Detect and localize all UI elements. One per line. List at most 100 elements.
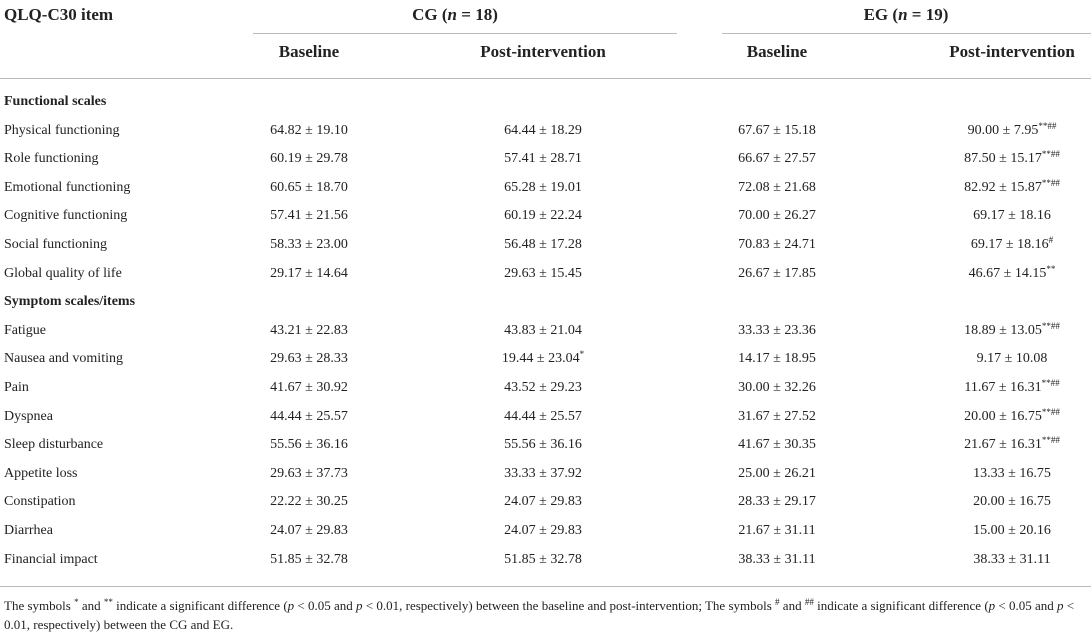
significance-mark: **## xyxy=(1041,378,1060,388)
significance-mark: # xyxy=(1048,235,1054,245)
cell-value: 55.56 ± 36.16 xyxy=(270,437,348,453)
item-label: Constipation xyxy=(4,494,76,510)
cell-value: 56.48 ± 17.28 xyxy=(504,237,582,252)
cg-base-cell: 41.67 ± 30.92 xyxy=(270,380,348,396)
cg-post-cell: 57.41 ± 28.71 xyxy=(504,151,582,167)
cg-post-cell: 43.83 ± 21.04 xyxy=(504,323,582,339)
group-header-row: QLQ-C30 item CG (n = 18) EG (n = 19) xyxy=(0,0,1091,34)
eg-base-cell: 67.67 ± 15.18 xyxy=(738,123,816,139)
cell-value: 30.00 ± 32.26 xyxy=(738,380,816,395)
eg-post-cell: 38.33 ± 31.11 xyxy=(973,552,1050,568)
significance-mark: **## xyxy=(1041,149,1060,160)
fn-text: < 0.05 and xyxy=(294,598,357,613)
eg-post-cell: 90.00 ± 7.95**## xyxy=(968,121,1057,139)
cg-post-cell: 55.56 ± 36.16 xyxy=(504,437,582,453)
cell-value: 51.85 ± 32.78 xyxy=(504,551,582,567)
bottom-rule xyxy=(0,586,1091,587)
cg-post-cell: 60.19 ± 22.24 xyxy=(504,208,582,224)
cell-value: 60.19 ± 22.24 xyxy=(504,208,582,224)
cell-value: 11.67 ± 16.31 xyxy=(964,380,1042,395)
cell-value: 33.33 ± 37.92 xyxy=(504,465,582,481)
significance-mark: **## xyxy=(1041,435,1060,446)
significance-mark: * xyxy=(579,349,585,360)
eg-base-cell: 30.00 ± 32.26 xyxy=(738,380,816,396)
cell-value: 9.17 ± 10.08 xyxy=(976,351,1048,367)
fn-p: p xyxy=(287,598,295,613)
eg-group-rule xyxy=(722,33,1091,34)
eg-base-cell: 70.00 ± 26.27 xyxy=(738,208,816,224)
eg-post-cell: 15.00 ± 20.16 xyxy=(973,523,1051,539)
cell-value: 58.33 ± 23.00 xyxy=(270,237,348,252)
cell-value: 29.17 ± 14.64 xyxy=(270,265,348,281)
table-row: Nausea and vomiting 29.63 ± 28.33 19.44 ± … xyxy=(0,345,1091,373)
cell-value: 57.41 ± 28.71 xyxy=(504,151,582,167)
eg-post-cell: 9.17 ± 10.08 xyxy=(977,351,1048,367)
cg-post-cell: 29.63 ± 15.45 xyxy=(504,266,582,282)
eg-base-cell: 31.67 ± 27.52 xyxy=(738,409,816,425)
fn-text: The symbols xyxy=(4,598,75,613)
significance-mark: ** xyxy=(1046,263,1056,274)
fn-text: and xyxy=(779,598,805,613)
table-row: Sleep disturbance 55.56 ± 36.16 55.56 ± 36… xyxy=(0,431,1091,459)
cell-value: 41.67 ± 30.35 xyxy=(738,437,816,453)
section-heading: Functional scales xyxy=(0,88,1091,116)
cell-value: 21.67 ± 16.31 xyxy=(964,437,1042,453)
eg-post-cell: 20.00 ± 16.75 xyxy=(973,494,1051,510)
cg-base-cell: 60.19 ± 29.78 xyxy=(270,151,348,167)
eg-post-cell: 13.33 ± 16.75 xyxy=(973,466,1051,482)
cell-value: 15.00 ± 20.16 xyxy=(973,523,1051,538)
table-row: Physical functioning 64.82 ± 19.10 64.44 ±… xyxy=(0,117,1091,145)
cg-post-cell: 65.28 ± 19.01 xyxy=(504,180,582,196)
cell-value: 82.92 ± 15.87 xyxy=(964,179,1042,195)
table-row: Role functioning 60.19 ± 29.78 57.41 ± 28.… xyxy=(0,145,1091,173)
eg-post-cell: 21.67 ± 16.31**## xyxy=(964,435,1060,453)
item-label: Pain xyxy=(4,380,29,395)
significance-mark: **## xyxy=(1041,320,1060,331)
item-label: Global quality of life xyxy=(4,265,122,281)
cg-base-cell: 29.63 ± 28.33 xyxy=(270,351,348,367)
cell-value: 43.83 ± 21.04 xyxy=(504,322,582,338)
item-label: Emotional functioning xyxy=(4,179,131,195)
cell-value: 19.44 ± 23.04 xyxy=(501,351,580,367)
cell-value: 29.63 ± 37.73 xyxy=(270,465,348,481)
cg-post-cell: 19.44 ± 23.04* xyxy=(501,349,585,367)
cell-value: 31.67 ± 27.52 xyxy=(738,408,816,424)
cell-value: 51.85 ± 32.78 xyxy=(270,551,348,567)
cell-value: 43.52 ± 29.23 xyxy=(504,380,582,395)
fn-text: and xyxy=(78,598,104,613)
cell-value: 33.33 ± 23.36 xyxy=(738,322,816,338)
cell-value: 38.33 ± 31.11 xyxy=(973,551,1051,567)
fn-symbol: ## xyxy=(804,597,814,607)
cell-value: 70.83 ± 24.71 xyxy=(738,237,816,252)
cell-value: 24.07 ± 29.83 xyxy=(504,494,582,510)
cg-suffix: = 18) xyxy=(457,5,498,24)
fn-text: < 0.01, respectively) between the baseli… xyxy=(362,598,776,613)
table-row: Pain 41.67 ± 30.92 43.52 ± 29.23 30.00 ± 32… xyxy=(0,374,1091,402)
eg-post-cell: 87.50 ± 15.17**## xyxy=(964,149,1060,167)
cell-value: 13.33 ± 16.75 xyxy=(973,465,1051,481)
eg-post-cell: 69.17 ± 18.16 xyxy=(973,208,1051,224)
cell-value: 14.17 ± 18.95 xyxy=(738,351,816,367)
cell-value: 69.17 ± 18.16 xyxy=(973,208,1051,224)
eg-post-header: Post-intervention xyxy=(949,42,1075,61)
cell-value: 21.67 ± 31.11 xyxy=(738,523,816,538)
cell-value: 69.17 ± 18.16 xyxy=(970,237,1049,252)
item-label: Fatigue xyxy=(4,322,46,338)
table-row: Global quality of life 29.17 ± 14.64 29.63… xyxy=(0,260,1091,288)
fn-symbol: ** xyxy=(103,597,113,607)
cell-value: 18.89 ± 13.05 xyxy=(964,322,1042,338)
table-row: Dyspnea 44.44 ± 25.57 44.44 ± 25.57 31.67 ±… xyxy=(0,403,1091,431)
fn-p: p xyxy=(1057,598,1064,613)
cell-value: 72.08 ± 21.68 xyxy=(738,179,816,195)
table-footnote: The symbols * and ** indicate a signific… xyxy=(4,596,1089,634)
fn-symbol: * xyxy=(74,597,79,607)
eg-n-symbol: n xyxy=(898,5,908,24)
cg-base-cell: 60.65 ± 18.70 xyxy=(270,180,348,196)
table-row: Constipation 22.22 ± 30.25 24.07 ± 29.83 28… xyxy=(0,488,1091,516)
table-row: Cognitive functioning 57.41 ± 21.56 60.19 … xyxy=(0,202,1091,230)
cg-post-header: Post-intervention xyxy=(480,42,606,61)
cell-value: 64.82 ± 19.10 xyxy=(270,122,348,138)
item-label: Appetite loss xyxy=(4,465,78,481)
eg-base-cell: 70.83 ± 24.71 xyxy=(738,237,816,253)
